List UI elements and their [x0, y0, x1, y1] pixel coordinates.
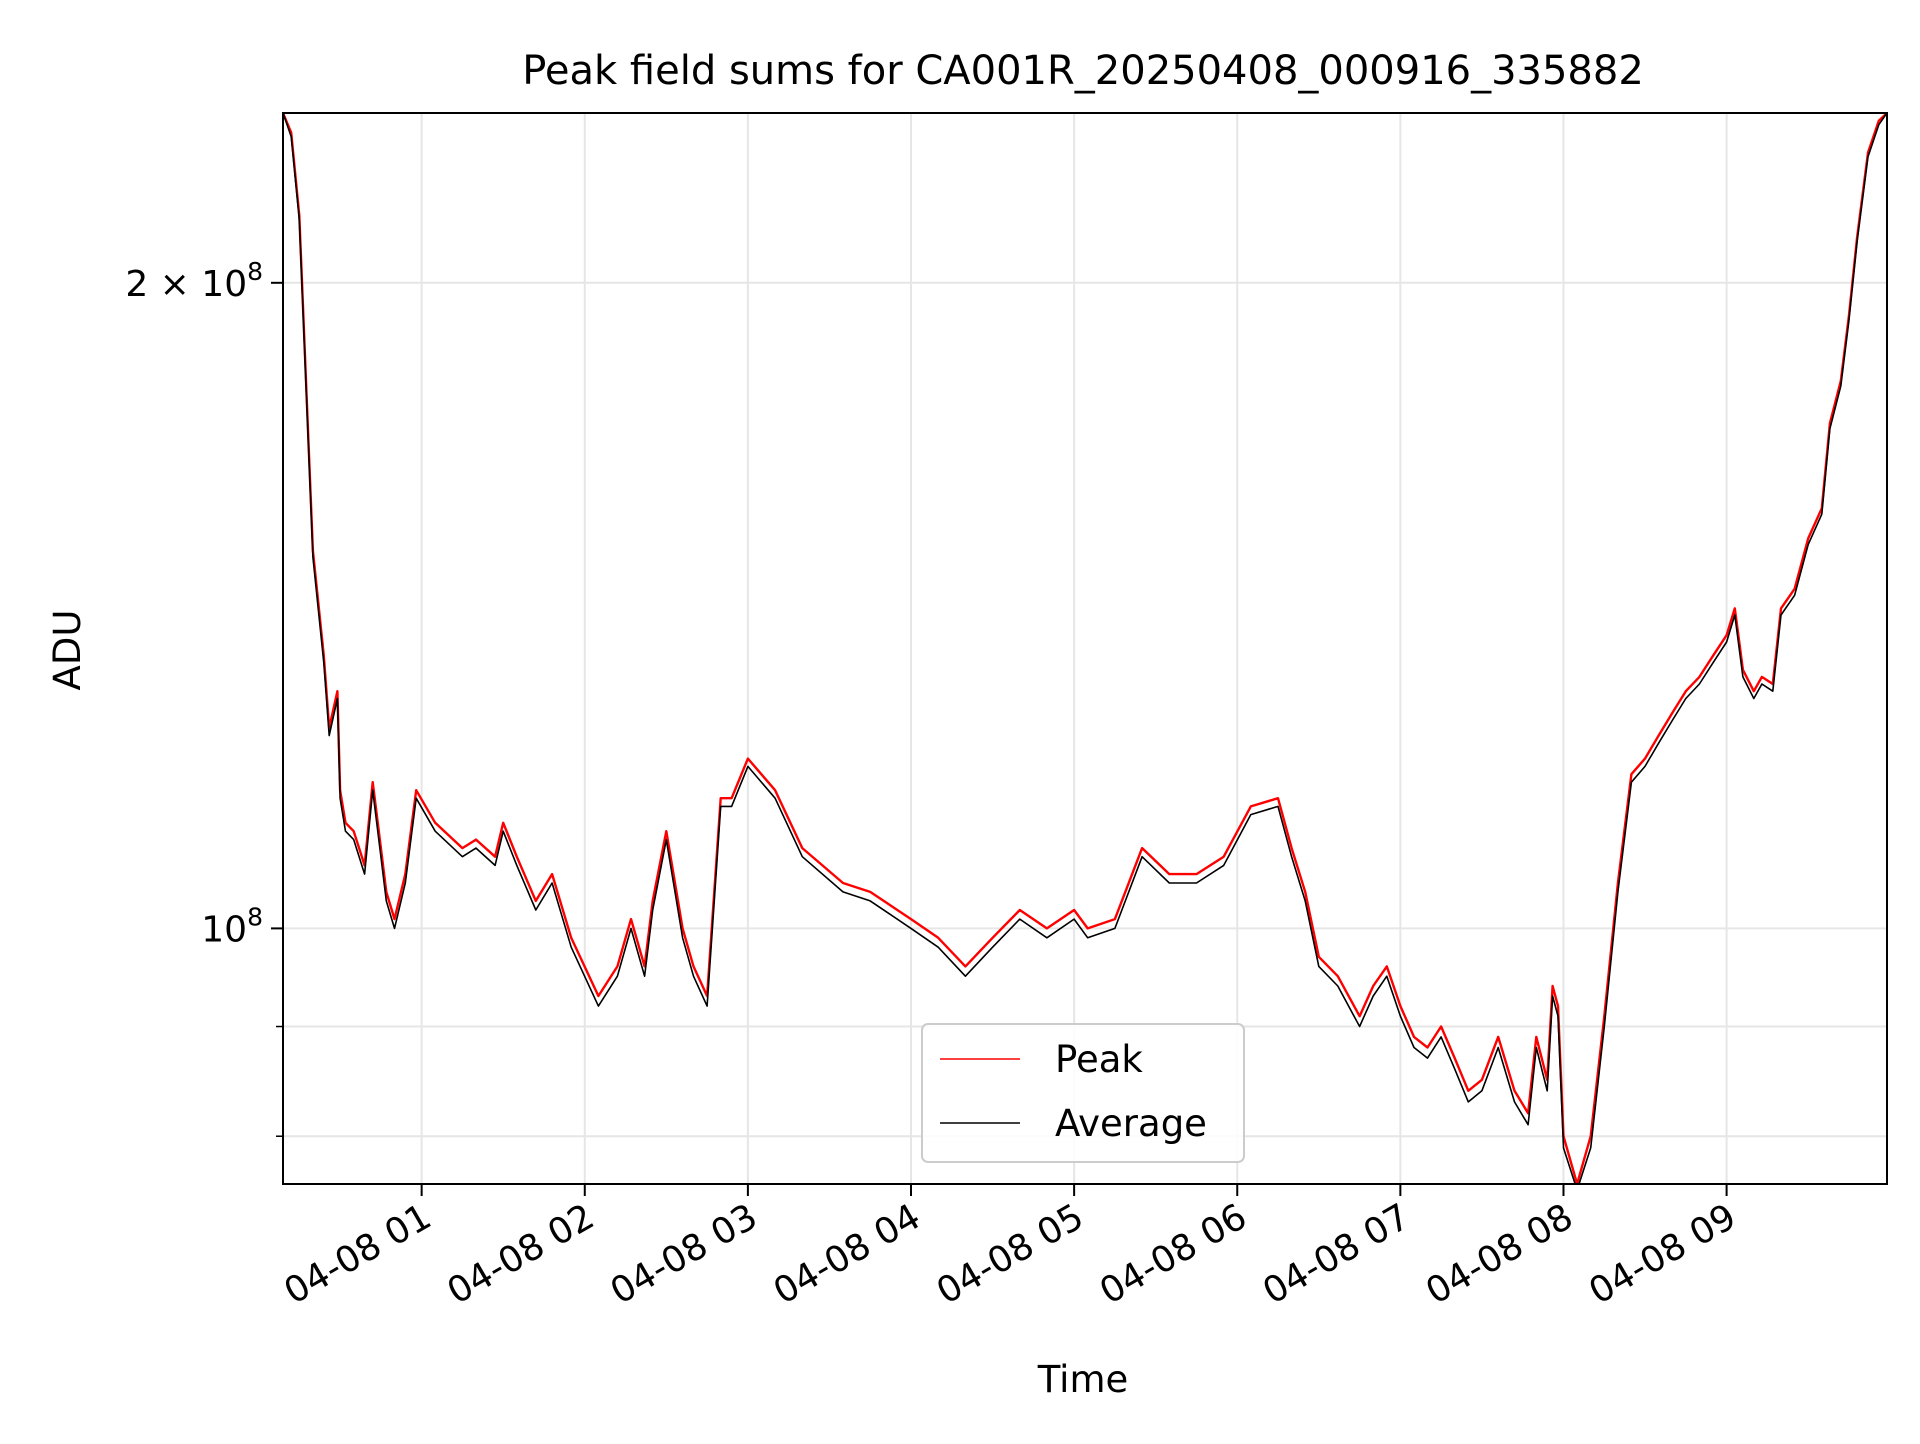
series-line-average	[283, 113, 1887, 1184]
y-axis-ticks: 108 2 × 108	[125, 257, 283, 1137]
y-axis-label: ADU	[46, 610, 89, 691]
series-line-peak	[283, 113, 1887, 1184]
legend-average-label: Average	[1055, 1102, 1207, 1145]
legend: Peak Average	[921, 1023, 1245, 1163]
plot-frame	[282, 112, 1888, 1185]
legend-peak-label: Peak	[1055, 1038, 1143, 1081]
y-tick-label: 2 × 108	[125, 257, 263, 305]
chart-title: Peak field sums for CA001R_20250408_0009…	[522, 48, 1644, 94]
y-tick-label: 108	[201, 902, 263, 950]
x-axis-label: Time	[1037, 1358, 1129, 1401]
plot-series	[283, 113, 1887, 1184]
